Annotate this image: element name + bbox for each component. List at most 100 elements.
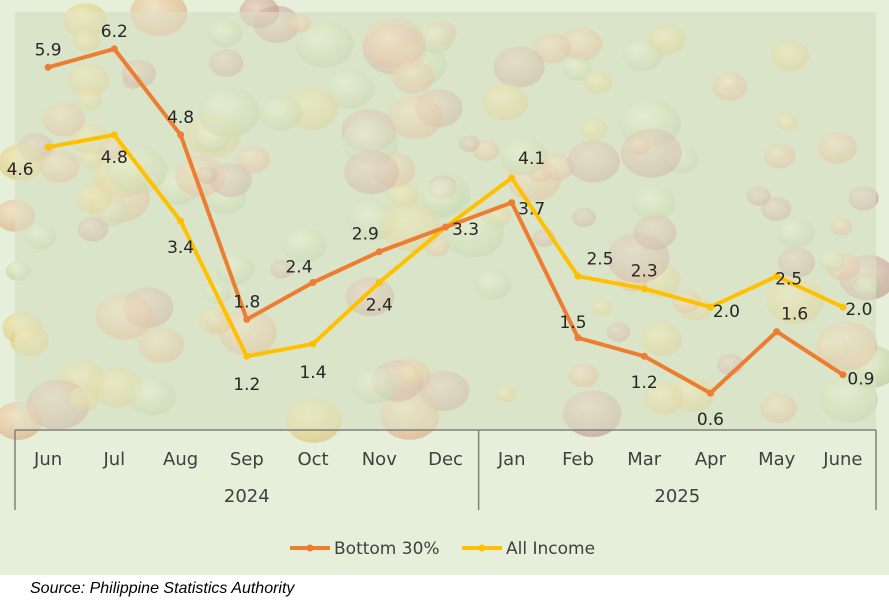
produce-shape [285, 398, 342, 443]
produce-shape [474, 269, 512, 300]
produce-shape [777, 247, 816, 278]
produce-shape [392, 60, 434, 94]
source-note: Source: Philippine Statistics Authority [30, 580, 295, 597]
produce-shape [345, 277, 395, 316]
produce-shape [591, 299, 613, 316]
produce-shape [560, 27, 603, 61]
produce-shape [281, 226, 327, 263]
data-label: 1.4 [299, 363, 326, 383]
data-point [243, 352, 251, 360]
produce-shape [99, 139, 125, 159]
produce-shape [6, 261, 31, 281]
produce-shape [648, 24, 686, 55]
data-label: 2.3 [631, 262, 658, 282]
produce-shape [562, 57, 592, 81]
data-point [44, 143, 52, 151]
x-tick-label: Jun [33, 449, 62, 470]
x-tick-label: Mar [627, 449, 662, 470]
data-label: 2.5 [775, 269, 802, 289]
data-label: 1.2 [233, 375, 260, 395]
legend-marker [478, 544, 486, 552]
legend: Bottom 30% All Income [290, 539, 595, 559]
produce-shape [631, 185, 676, 221]
produce-shape [239, 0, 280, 28]
x-tick-label: Oct [297, 449, 328, 470]
produce-shape [848, 186, 879, 211]
produce-shape [270, 260, 294, 279]
legend-label: All Income [506, 539, 595, 559]
produce-shape [771, 40, 809, 71]
produce-shape [776, 114, 798, 131]
data-point [110, 131, 118, 139]
produce-shape [458, 135, 480, 153]
data-point [442, 223, 449, 231]
data-point [508, 174, 516, 182]
produce-shape [351, 367, 397, 404]
produce-shape [819, 376, 878, 423]
produce-shape [23, 223, 56, 250]
produce-shape [818, 250, 846, 272]
data-label: 0.9 [847, 370, 874, 390]
data-point [309, 279, 317, 286]
year-label: 2025 [654, 486, 700, 507]
data-label: 1.6 [781, 305, 808, 325]
produce-shape [482, 83, 529, 121]
produce-shape [198, 307, 233, 335]
x-tick-label: Apr [695, 449, 727, 470]
data-label: 5.9 [35, 40, 62, 60]
data-point [309, 340, 317, 348]
produce-shape [207, 19, 243, 48]
produce-shape [218, 309, 277, 356]
x-tick-label: Nov [362, 449, 397, 470]
legend-marker [306, 544, 314, 552]
data-labels: 5.9 6.2 4.8 1.8 2.4 2.9 3.3 3.7 1.5 1.2 0.6 1.6 0.9 4… [7, 22, 875, 430]
data-point [243, 315, 251, 323]
x-tick-label: Feb [562, 449, 594, 470]
produce-shape [196, 166, 218, 184]
produce-shape [533, 33, 572, 64]
produce-shape [572, 207, 597, 227]
produce-shape [568, 363, 599, 388]
x-tick-label: Aug [163, 449, 198, 470]
produce-shape [39, 150, 80, 183]
data-point [574, 272, 582, 280]
data-point [773, 272, 781, 280]
produce-shape [499, 137, 548, 176]
x-tick-label: Jan [497, 449, 526, 470]
produce-shape [644, 382, 684, 415]
data-label: 4.8 [167, 108, 194, 128]
produce-shape [0, 199, 36, 232]
data-label: 2.5 [586, 249, 613, 269]
produce-shape [854, 276, 882, 299]
data-point [375, 279, 383, 286]
data-label: 2.4 [285, 258, 312, 278]
data-label: 4.1 [518, 149, 545, 169]
produce-shape [0, 144, 44, 181]
year-label: 2024 [224, 486, 270, 507]
data-label: 4.8 [101, 148, 128, 168]
legend-label: Bottom 30% [334, 539, 440, 559]
data-label: 6.2 [101, 22, 128, 42]
produce-shape [76, 89, 102, 111]
data-label: 2.0 [845, 300, 872, 320]
data-label: 1.5 [559, 313, 586, 333]
data-point [839, 303, 847, 311]
produce-shape [640, 322, 683, 356]
produce-shape [80, 150, 104, 169]
produce-shape [95, 293, 154, 340]
produce-shape [628, 137, 650, 155]
data-point [177, 131, 185, 139]
data-point [706, 389, 714, 397]
chart-frame: 2024 2025 Jun Jul Aug Sep Oct Nov Dec Jan Feb Mar Ap… [0, 0, 889, 575]
produce-shape [606, 322, 631, 342]
data-label: 1.8 [233, 292, 260, 312]
produce-shape [830, 218, 852, 236]
produce-shape [43, 102, 85, 136]
produce-shape [712, 72, 748, 101]
produce-shape [493, 46, 545, 88]
data-label: 2.0 [713, 302, 740, 322]
data-label: 2.9 [352, 225, 379, 245]
produce-shape [209, 49, 244, 77]
produce-shape [72, 29, 101, 52]
produce-shape [633, 215, 677, 250]
